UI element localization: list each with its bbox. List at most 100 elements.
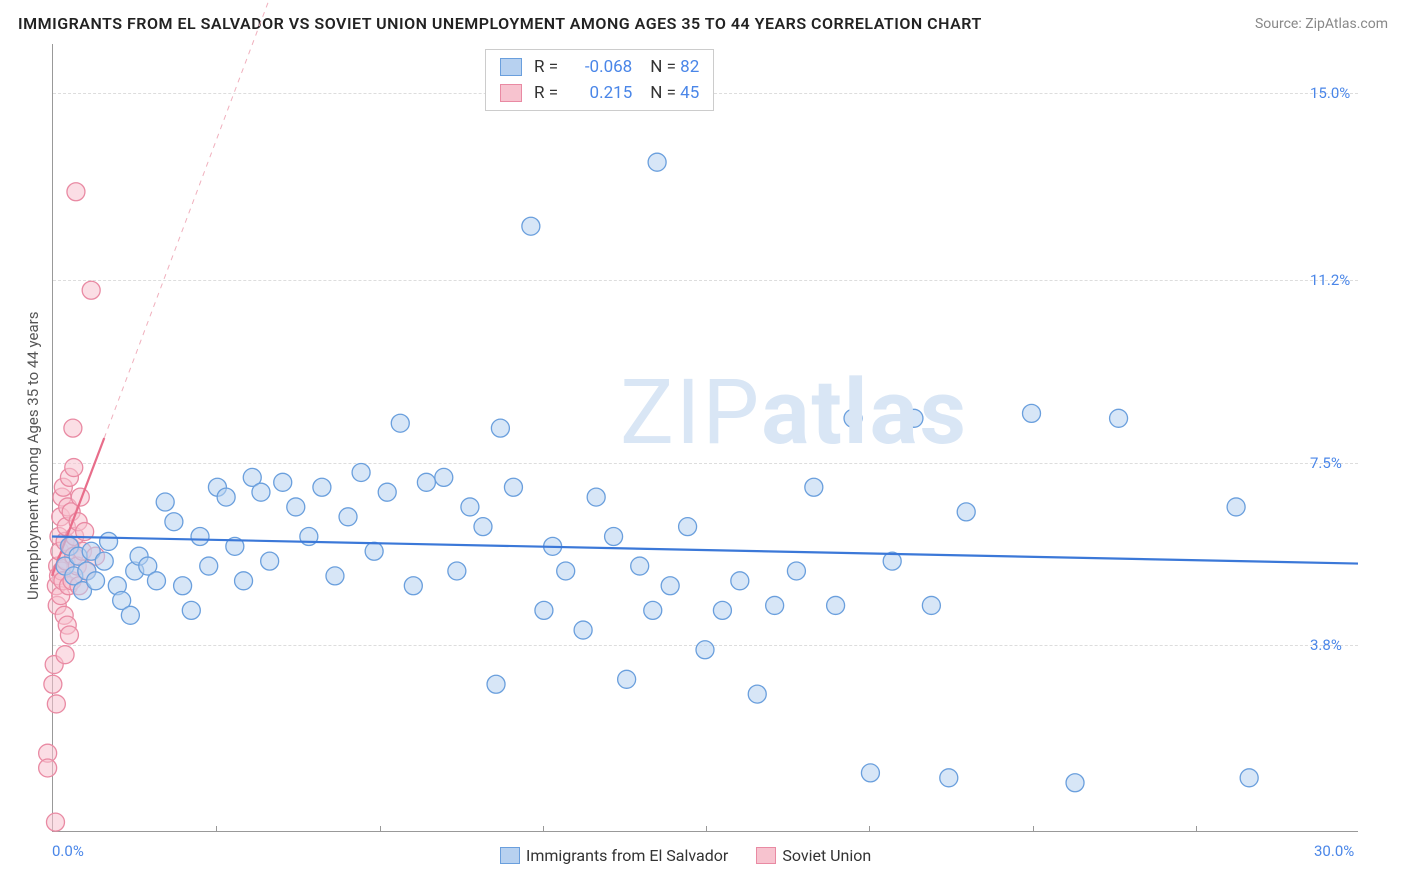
data-point bbox=[352, 463, 370, 481]
data-point bbox=[1066, 774, 1084, 792]
data-point bbox=[787, 562, 805, 580]
data-point bbox=[474, 518, 492, 536]
data-point bbox=[679, 518, 697, 536]
data-point bbox=[618, 670, 636, 688]
chart-container: IMMIGRANTS FROM EL SALVADOR VS SOVIET UN… bbox=[0, 0, 1406, 892]
data-point bbox=[713, 601, 731, 619]
data-point bbox=[844, 409, 862, 427]
data-point bbox=[200, 557, 218, 575]
data-point bbox=[87, 572, 105, 590]
data-point bbox=[82, 281, 100, 299]
data-point bbox=[922, 596, 940, 614]
data-point bbox=[905, 409, 923, 427]
legend-series-name: Soviet Union bbox=[782, 846, 871, 865]
r-label: R = bbox=[534, 83, 558, 103]
data-point bbox=[287, 498, 305, 516]
data-point bbox=[100, 532, 118, 550]
data-point bbox=[274, 473, 292, 491]
data-point bbox=[165, 513, 183, 531]
data-point bbox=[39, 759, 57, 777]
n-value: 82 bbox=[680, 57, 699, 77]
x-tick-label: 30.0% bbox=[1314, 842, 1354, 860]
data-point bbox=[522, 217, 540, 235]
legend-swatch bbox=[500, 84, 522, 102]
data-point bbox=[766, 596, 784, 614]
source-label: Source: ZipAtlas.com bbox=[1255, 16, 1388, 32]
data-point bbox=[182, 601, 200, 619]
n-label: N = bbox=[650, 57, 676, 77]
data-point bbox=[217, 488, 235, 506]
data-point bbox=[504, 478, 522, 496]
y-axis-title: Unemployment Among Ages 35 to 44 years bbox=[24, 312, 42, 600]
data-point bbox=[261, 552, 279, 570]
scatter-plot-svg bbox=[52, 44, 1358, 832]
data-point bbox=[957, 503, 975, 521]
data-point bbox=[60, 626, 78, 644]
data-point bbox=[44, 675, 62, 693]
data-point bbox=[491, 419, 509, 437]
y-tick-label: 15.0% bbox=[1310, 84, 1350, 102]
data-point bbox=[235, 572, 253, 590]
data-point bbox=[696, 641, 714, 659]
data-point bbox=[805, 478, 823, 496]
data-point bbox=[56, 646, 74, 664]
data-point bbox=[313, 478, 331, 496]
data-point bbox=[1110, 409, 1128, 427]
data-point bbox=[748, 685, 766, 703]
r-value: 0.215 bbox=[562, 83, 632, 103]
data-point bbox=[827, 596, 845, 614]
data-point bbox=[67, 183, 85, 201]
data-point bbox=[417, 473, 435, 491]
data-point bbox=[326, 567, 344, 585]
data-point bbox=[940, 769, 958, 787]
n-value: 45 bbox=[680, 83, 699, 103]
x-tick-label: 0.0% bbox=[52, 842, 84, 860]
data-point bbox=[1240, 769, 1258, 787]
y-tick-label: 7.5% bbox=[1310, 454, 1342, 472]
data-point bbox=[46, 813, 64, 831]
data-point bbox=[65, 459, 83, 477]
data-point bbox=[731, 572, 749, 590]
data-point bbox=[174, 577, 192, 595]
trend-line-ext bbox=[104, 0, 278, 438]
data-point bbox=[95, 552, 113, 570]
data-point bbox=[191, 528, 209, 546]
data-point bbox=[644, 601, 662, 619]
data-point bbox=[435, 468, 453, 486]
data-point bbox=[448, 562, 466, 580]
series-legend: Immigrants from El Salvador Soviet Union bbox=[500, 846, 871, 865]
legend-item: Soviet Union bbox=[756, 846, 871, 865]
chart-title: IMMIGRANTS FROM EL SALVADOR VS SOVIET UN… bbox=[18, 14, 982, 33]
n-label: N = bbox=[650, 83, 676, 103]
data-point bbox=[404, 577, 422, 595]
data-point bbox=[648, 153, 666, 171]
legend-stat-row: R = 0.215 N = 45 bbox=[500, 80, 699, 106]
data-point bbox=[661, 577, 679, 595]
legend-swatch bbox=[500, 847, 520, 864]
legend-item: Immigrants from El Salvador bbox=[500, 846, 728, 865]
y-tick-label: 11.2% bbox=[1310, 271, 1350, 289]
data-point bbox=[156, 493, 174, 511]
correlation-legend: R = -0.068 N = 82 R = 0.215 N = 45 bbox=[485, 49, 714, 111]
legend-swatch bbox=[756, 847, 776, 864]
data-point bbox=[47, 695, 65, 713]
data-point bbox=[631, 557, 649, 575]
data-point bbox=[365, 542, 383, 560]
data-point bbox=[121, 606, 139, 624]
data-point bbox=[461, 498, 479, 516]
data-point bbox=[574, 621, 592, 639]
data-point bbox=[1023, 404, 1041, 422]
legend-stat-row: R = -0.068 N = 82 bbox=[500, 54, 699, 80]
legend-swatch bbox=[500, 58, 522, 76]
data-point bbox=[378, 483, 396, 501]
data-point bbox=[147, 572, 165, 590]
data-point bbox=[391, 414, 409, 432]
data-point bbox=[1227, 498, 1245, 516]
data-point bbox=[252, 483, 270, 501]
data-point bbox=[861, 764, 879, 782]
data-point bbox=[339, 508, 357, 526]
data-point bbox=[587, 488, 605, 506]
r-value: -0.068 bbox=[562, 57, 632, 77]
r-label: R = bbox=[534, 57, 558, 77]
data-point bbox=[535, 601, 553, 619]
